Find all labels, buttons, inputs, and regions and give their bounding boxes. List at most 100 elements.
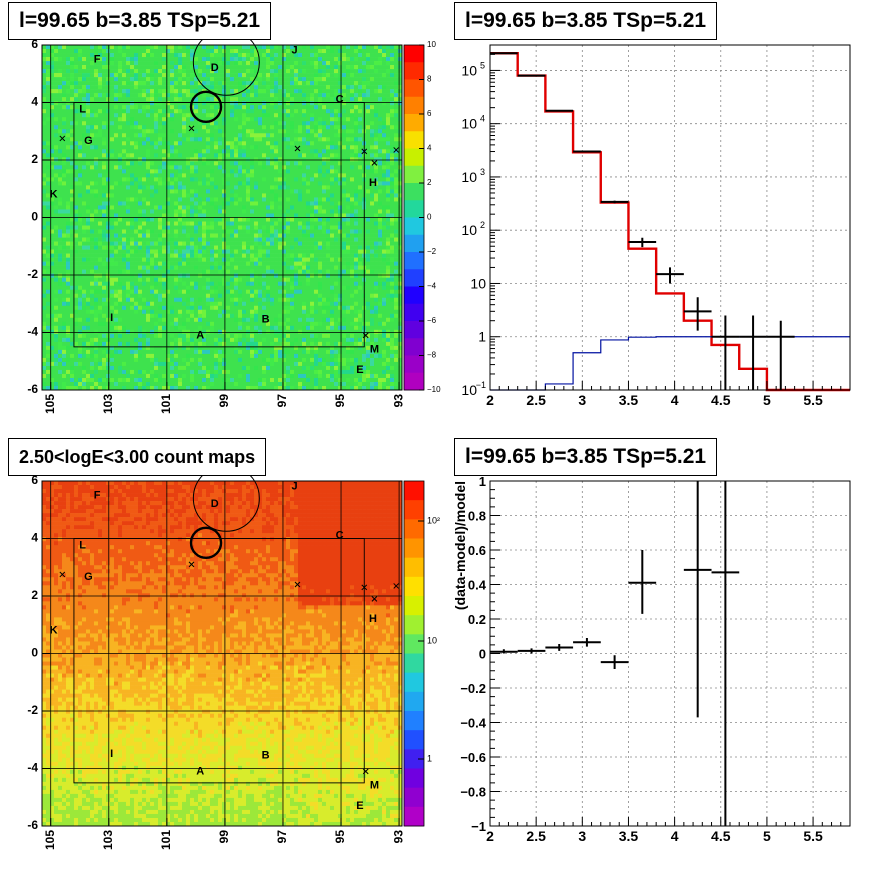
- y-tick-label: −0.4: [460, 716, 486, 731]
- data-point: [490, 52, 518, 55]
- source-cross: [294, 581, 301, 588]
- data-point: [739, 315, 767, 390]
- residual-point: [490, 649, 518, 654]
- colorbar-tick-label: −2: [427, 247, 437, 256]
- x-tick-label: 3: [578, 828, 586, 844]
- y-tick-label: 6: [31, 473, 38, 487]
- x-tick-label: 101: [159, 830, 173, 850]
- significance-map-panel: F D J L C G H K I B A M E 6 4 2 0 -2 -4 -6 105 103 101 99 97 95 93…: [0, 0, 448, 436]
- x-tick-label: 2.5: [526, 392, 546, 408]
- source-cross: [59, 135, 66, 142]
- source-cross: [362, 332, 369, 339]
- y-tick-label: 1: [478, 329, 486, 345]
- y-tick-label: 0.4: [468, 578, 487, 593]
- source-label-c: C: [336, 94, 344, 106]
- x-tick-label: 4.5: [711, 392, 731, 408]
- source-cross: [393, 583, 400, 589]
- y-tick-exponent: 3: [480, 167, 485, 177]
- color-bar: [404, 481, 424, 827]
- x-tick-label: 101: [159, 394, 173, 414]
- y-tick-label: -6: [27, 818, 38, 832]
- residual-point: [600, 655, 629, 670]
- count-map-title: 2.50<logE<3.00 count maps: [8, 438, 267, 476]
- data-point: [600, 200, 629, 204]
- source-label-f: F: [94, 53, 101, 65]
- y-tick-label: −1: [471, 819, 486, 834]
- source-label-m: M: [370, 780, 379, 792]
- x-tick-label: 3.5: [619, 392, 639, 408]
- data-point: [545, 109, 574, 112]
- x-tick-label: 99: [217, 830, 231, 844]
- spectrum-panel: 2 2.5 3 3.5 4 4.5 5 5.5 10 −1 1 10 10 2 10 3 10 4 10 5 l=99…: [448, 0, 896, 436]
- source-label-i: I: [110, 748, 113, 760]
- y-tick-label: 0.2: [468, 612, 486, 627]
- residual-point: [628, 550, 657, 614]
- source-cross: [294, 145, 301, 152]
- y-tick-label: 10: [461, 382, 477, 398]
- colorbar-tick-label: 10: [427, 40, 436, 49]
- residual-grid: [490, 481, 850, 826]
- colorbar-tick-label: 6: [427, 109, 432, 118]
- y-tick-label: 2: [31, 152, 38, 166]
- source-cross: [59, 571, 66, 578]
- source-label-b: B: [262, 749, 270, 761]
- residual-point: [683, 481, 712, 718]
- colorbar-tick-label: −6: [427, 316, 437, 325]
- color-bar: [404, 45, 424, 391]
- source-label-i: I: [110, 312, 113, 324]
- colorbar-tick-label: −8: [427, 351, 437, 360]
- residual-point: [545, 644, 574, 651]
- significance-map: F D J L C G H K I B A ME 6 4 2 0 -2 -4 -6 105 103 101 99 97 95 93…: [27, 28, 441, 414]
- residual-point: [517, 648, 546, 654]
- x-tick-label: 3: [578, 392, 586, 408]
- y-tick-label: 0.6: [468, 543, 486, 558]
- x-tick-label: 103: [101, 394, 115, 414]
- data-point: [656, 267, 684, 284]
- y-tick-label: 10: [461, 62, 477, 78]
- source-label-j: J: [292, 481, 298, 493]
- x-tick-label: 103: [101, 830, 115, 850]
- x-tick-label: 5.5: [803, 392, 823, 408]
- spectrum-frame: [489, 44, 851, 391]
- x-tick-label: 95: [333, 830, 347, 844]
- y-tick-exponent: −1: [476, 380, 486, 390]
- source-label-k: K: [50, 624, 58, 636]
- y-tick-label: 10: [470, 275, 486, 291]
- source-cross: [362, 768, 369, 775]
- y-tick-label: -2: [27, 703, 38, 717]
- target-circle: [189, 526, 223, 560]
- source-cross: [361, 584, 368, 591]
- x-tick-label: 4: [671, 828, 679, 844]
- y-tick-label: 0: [31, 646, 38, 660]
- source-label-l: L: [79, 104, 86, 116]
- y-tick-label: -4: [27, 761, 38, 775]
- source-label-g: G: [84, 571, 93, 583]
- colorbar-tick-label: 4: [427, 144, 432, 153]
- x-tick-label: 93: [391, 830, 405, 844]
- x-tick-label: 4: [671, 392, 679, 408]
- x-tick-label: 5: [763, 828, 771, 844]
- background-step-line: [490, 336, 850, 391]
- y-tick-label: 1: [479, 474, 486, 489]
- colorbar-tick-label: 10: [427, 635, 437, 645]
- data-point: [683, 297, 712, 331]
- y-tick-label: -6: [27, 382, 38, 396]
- roi-box: [73, 538, 365, 784]
- source-label-a: A: [196, 765, 204, 777]
- source-label-d: D: [211, 498, 219, 510]
- source-label-d: D: [211, 62, 219, 74]
- colorbar-tick-label: −10: [427, 385, 441, 394]
- source-label-c: C: [336, 530, 344, 542]
- y-tick-label: −0.2: [460, 681, 486, 696]
- x-tick-label: 2: [486, 392, 494, 408]
- y-tick-label: 4: [31, 95, 38, 109]
- source-label-g: G: [84, 135, 93, 147]
- source-label-f: F: [94, 489, 101, 501]
- y-tick-label: −0.6: [460, 750, 486, 765]
- x-tick-label: 105: [43, 830, 57, 850]
- colorbar-tick-label: 0: [427, 213, 432, 222]
- y-tick-label: −0.8: [460, 785, 486, 800]
- data-point: [628, 237, 657, 248]
- data-point: [766, 320, 795, 390]
